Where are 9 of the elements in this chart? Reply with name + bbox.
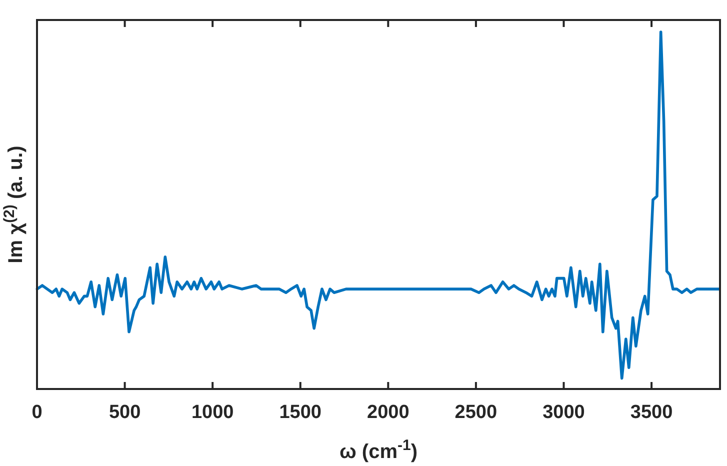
x-tick-label: 500 <box>108 402 141 423</box>
x-tick-label: 0 <box>32 402 42 423</box>
x-tick-label: 3000 <box>542 402 585 423</box>
x-axis-title: ω (cm$^{-1}$) <box>339 436 418 463</box>
x-tick-label: 3500 <box>630 402 673 423</box>
x-tick-label: 2000 <box>367 402 410 423</box>
x-tick-label: 1500 <box>279 402 322 423</box>
x-tick-label: 1000 <box>191 402 234 423</box>
x-tick-label: 2500 <box>454 402 498 423</box>
